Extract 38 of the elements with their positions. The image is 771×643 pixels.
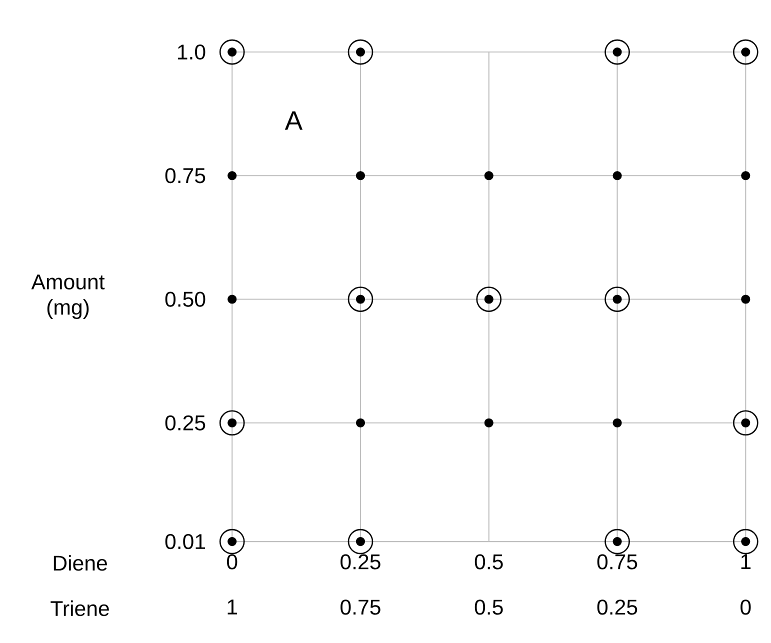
point <box>348 39 374 65</box>
x-tick-label: 0.25 <box>340 554 380 570</box>
x2-tick-label: 0.5 <box>474 600 503 615</box>
point <box>228 171 237 180</box>
point <box>604 286 630 312</box>
x-tick-label: 1 <box>741 554 751 569</box>
point <box>476 286 502 312</box>
y-tick-label: 0.50 <box>165 292 206 307</box>
y-axis-title: Amount (mg) <box>31 274 105 320</box>
point <box>604 39 630 65</box>
annotation: A <box>284 111 303 130</box>
point <box>484 171 494 180</box>
x-tick-label: 0.75 <box>597 554 638 570</box>
point <box>219 410 245 436</box>
point <box>612 171 622 180</box>
point <box>348 528 374 554</box>
x2-tick-label: 0 <box>740 600 751 615</box>
point <box>741 171 750 180</box>
x2-tick-label: 1 <box>228 600 237 614</box>
x-tick-label: 0.5 <box>474 554 503 570</box>
point <box>741 294 750 304</box>
point <box>612 418 622 428</box>
y-tick-label: 0.25 <box>165 415 206 430</box>
x2-tick-label: 0.25 <box>597 600 638 615</box>
point <box>348 286 374 312</box>
x-tick-label: 0 <box>227 554 238 570</box>
point <box>604 528 630 554</box>
x-axis-title: Diene <box>54 555 107 571</box>
point <box>484 418 494 428</box>
point <box>356 171 366 180</box>
point <box>356 418 366 428</box>
x2-tick-label: 0.75 <box>340 600 380 615</box>
x2-axis-title: Triene <box>50 600 109 616</box>
point <box>732 410 758 436</box>
y-tick-label: 0.75 <box>165 168 206 184</box>
y-tick-label: 1.0 <box>178 44 206 60</box>
point <box>228 294 237 304</box>
y-tick-label: 0.01 <box>165 534 205 550</box>
